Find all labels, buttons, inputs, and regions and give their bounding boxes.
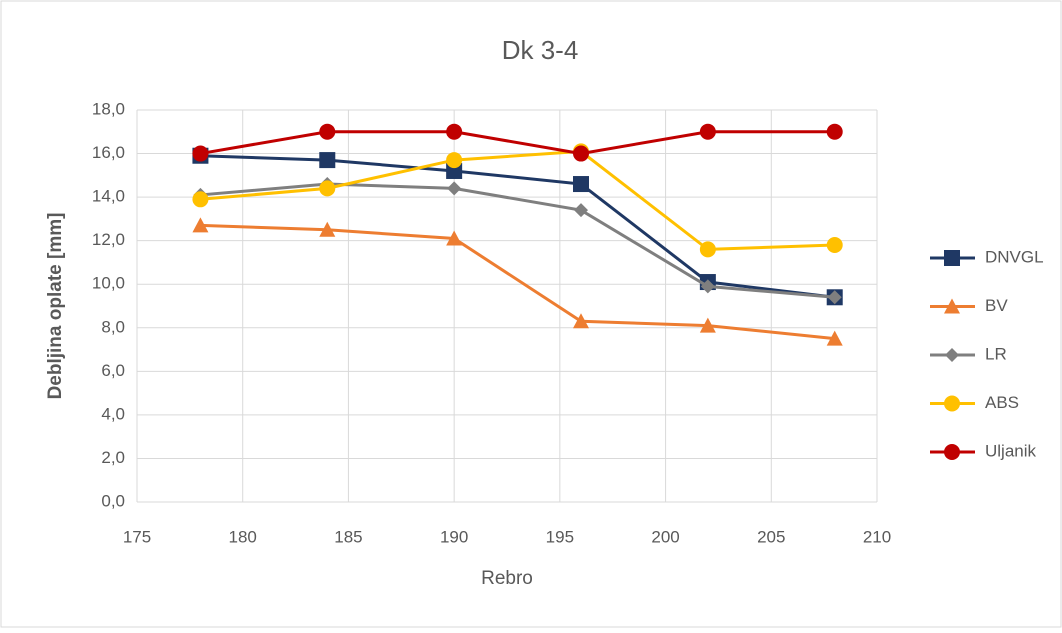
data-point [573,176,589,193]
data-point [699,241,716,258]
x-axis-label: Rebro [481,568,533,589]
data-point [574,203,588,218]
y-axis-label: Debljina oplate [mm] [45,213,66,400]
y-tick-label: 0,0 [101,491,125,510]
legend-label: DNVGL [985,247,1044,266]
legend-label: ABS [985,393,1019,412]
series-line [200,130,835,156]
x-tick-label: 175 [123,527,151,546]
data-point [826,237,843,254]
data-point [699,317,716,333]
series-line [200,182,835,299]
data-point [319,152,336,169]
legend-marker [944,250,960,266]
legend-marker [944,395,960,412]
y-tick-label: 2,0 [101,448,125,467]
y-tick-label: 16,0 [92,143,125,162]
x-tick-label: 190 [440,527,468,546]
data-point [319,123,336,140]
data-point [447,181,462,196]
data-point [319,180,336,197]
data-point [827,290,842,305]
series-line [200,154,835,299]
legend-label: LR [985,344,1007,363]
data-point [826,123,843,140]
data-point [192,217,209,233]
data-point [446,152,463,169]
x-tick-label: 195 [546,527,574,546]
data-point [700,279,715,294]
x-tick-label: 200 [651,527,679,546]
data-point [446,230,463,246]
y-tick-label: 18,0 [92,99,125,118]
legend-marker [945,348,959,362]
legend-label: Uljanik [985,441,1037,460]
data-point [573,313,589,329]
y-tick-label: 12,0 [92,230,125,249]
y-tick-label: 10,0 [92,274,125,293]
y-tick-label: 6,0 [101,361,125,380]
x-tick-label: 205 [757,527,785,546]
series-line [200,149,835,251]
data-point [826,330,843,346]
legend-marker [944,444,960,460]
data-point [192,145,209,162]
y-tick-label: 8,0 [101,317,125,336]
chart-title: Dk 3-4 [502,35,579,65]
data-point [192,191,209,208]
series-line [200,223,835,341]
legend-marker [944,298,960,314]
data-point [573,145,589,162]
data-point [699,123,716,140]
x-tick-label: 210 [863,527,891,546]
legend-label: BV [985,296,1008,315]
x-tick-label: 180 [229,527,257,546]
y-tick-label: 14,0 [92,187,125,206]
x-tick-label: 185 [334,527,362,546]
data-point [446,123,463,140]
y-tick-label: 4,0 [101,404,125,423]
data-point [319,221,336,237]
